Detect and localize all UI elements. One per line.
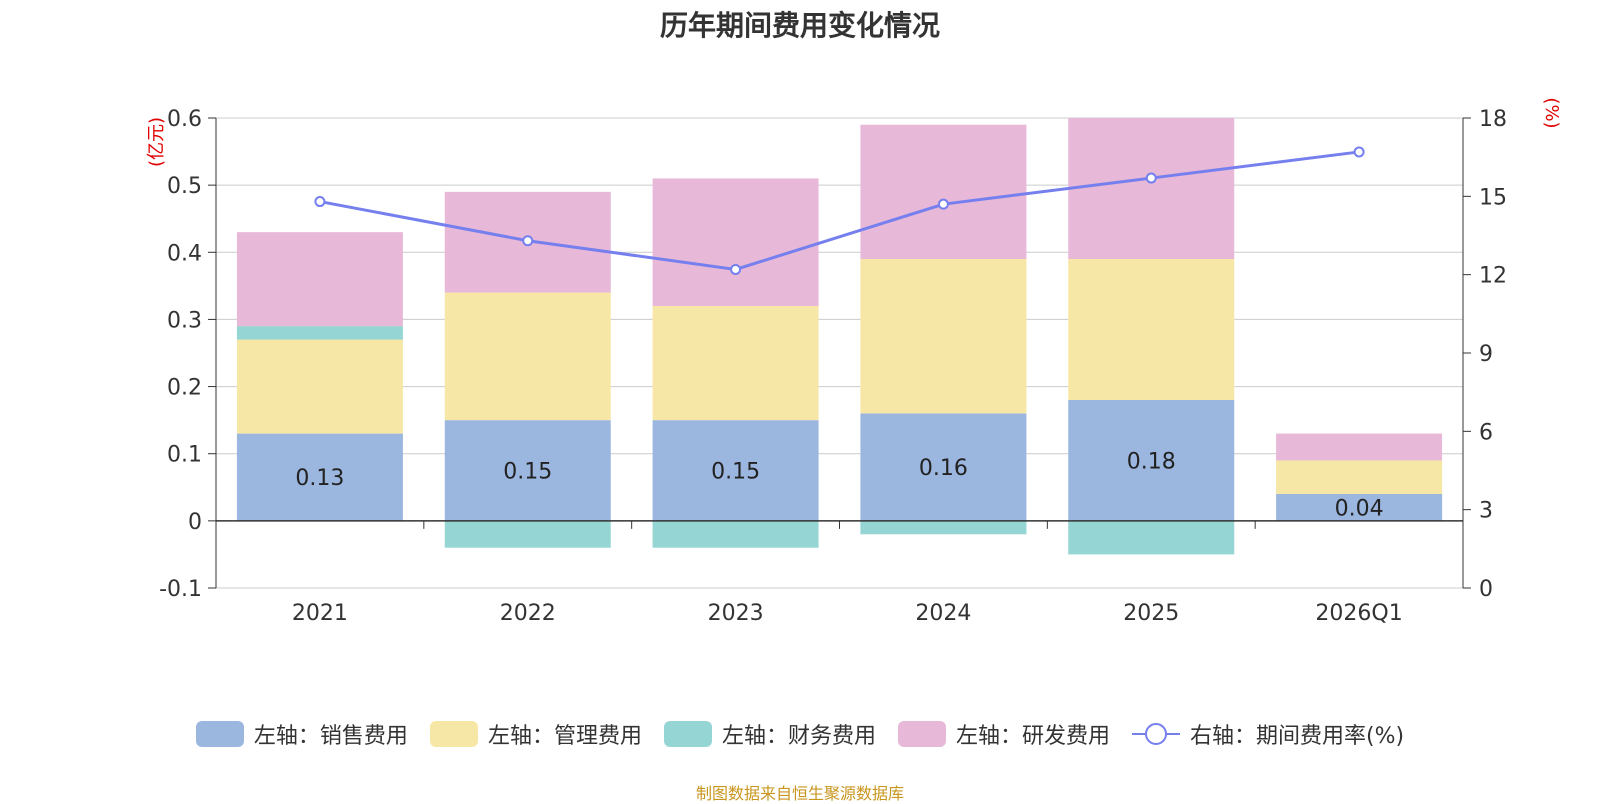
legend-item-2[interactable]: 左轴：财务费用 [663,718,876,750]
bar-segment-0 [236,433,403,521]
bar-segment-3 [860,124,1027,259]
bar-segment-0 [860,413,1027,521]
legend-swatch [195,721,244,747]
left-axis-tick-label: 0.2 [167,376,202,401]
legend-label: 左轴：管理费用 [487,724,642,749]
rate-point [730,263,742,275]
x-axis-tick-label: 2023 [708,601,764,626]
rate-point [314,196,326,208]
legend-item-4[interactable]: 右轴：期间费用率(%) [1131,718,1405,750]
rate-line [319,150,1360,271]
legend-swatch [1131,723,1180,745]
data-label: 0.15 [711,460,760,485]
data-label: 0.16 [919,456,968,481]
bar-segment-3 [1068,118,1235,259]
x-axis-tick-label: 2024 [915,601,971,626]
left-axis-tick-label: 0.3 [167,308,202,333]
left-axis-tick-label: 0 [188,510,202,535]
bar-segment-0 [1068,400,1235,521]
x-axis-tick-label: 2022 [500,601,556,626]
bar-segment-3 [652,178,819,306]
bar-segment-2 [860,520,1027,535]
legend-swatch [429,721,478,747]
bar-segment-2 [444,520,611,548]
left-axis-tick-label: 0.5 [167,174,202,199]
left-axis-unit-label: (亿元) [146,117,167,167]
source-note: 制图数据来自恒生聚源数据库 [695,784,904,803]
legend-item-1[interactable]: 左轴：管理费用 [429,718,642,750]
right-axis-unit-label: (%) [1541,97,1562,128]
legend-label: 左轴：销售费用 [253,724,408,749]
right-axis-tick-label: 18 [1479,107,1507,132]
bar-segment-1 [860,259,1027,414]
data-label: 0.04 [1335,496,1384,521]
right-axis-tick-label: 12 [1479,264,1507,289]
bar-segment-1 [1276,460,1443,494]
chart-legend: 左轴：销售费用 左轴：管理费用 左轴：财务费用 左轴：研发费用 右轴：期间费用率(%) [0,718,1600,750]
right-axis-tick-label: 3 [1479,499,1493,524]
left-axis-tick-label: 0.1 [167,443,202,468]
data-label: 0.15 [503,460,552,485]
legend-swatch [897,721,946,747]
bar-segment-3 [1276,433,1443,461]
bar-segment-0 [652,420,819,521]
legend-item-0[interactable]: 左轴：销售费用 [195,718,408,750]
right-axis-tick-label: 6 [1479,420,1493,445]
data-label: 0.18 [1127,449,1176,474]
x-axis-tick-label: 2021 [292,601,348,626]
legend-label: 左轴：研发费用 [955,724,1110,749]
bar-segment-2 [652,520,819,548]
right-axis-tick-label: 0 [1479,577,1493,602]
legend-label: 右轴：期间费用率(%) [1189,724,1405,749]
right-axis-tick-label: 9 [1479,342,1493,367]
bar-segment-2 [1068,520,1235,555]
bar-segment-0 [444,420,611,521]
bar-segment-1 [1068,259,1235,400]
rate-point [1145,172,1157,184]
rate-point [937,198,949,210]
bar-segment-0 [1276,494,1443,521]
data-label: 0.13 [295,466,344,491]
legend-label: 左轴：财务费用 [721,724,876,749]
chart-title: 历年期间费用变化情况 [659,9,940,42]
bar-segment-1 [444,292,611,421]
x-axis-tick-label: 2025 [1123,601,1179,626]
x-axis-tick-label: 2026Q1 [1315,601,1402,626]
rate-point [522,235,534,247]
bar-segment-2 [236,326,403,340]
left-axis-tick-label: 0.4 [167,241,202,266]
legend-swatch [663,721,712,747]
bar-segment-1 [652,306,819,421]
right-axis-tick-label: 15 [1479,185,1507,210]
legend-item-3[interactable]: 左轴：研发费用 [897,718,1110,750]
bar-segment-3 [236,232,403,327]
bar-segment-1 [236,339,403,434]
left-axis-tick-label: 0.6 [167,107,202,132]
left-axis-tick-label: -0.1 [159,577,202,602]
rate-point [1353,146,1365,158]
